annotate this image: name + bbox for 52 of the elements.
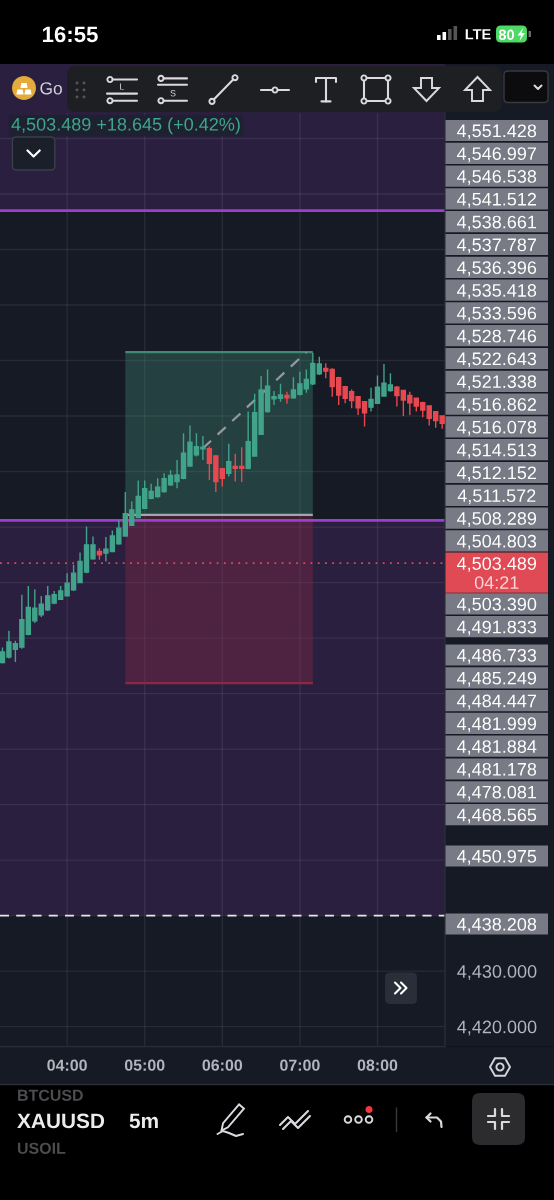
x-tick-label: 06:00 [202,1059,243,1071]
text: 4,541.512 [457,192,537,208]
text: 4,468.565 [457,808,537,824]
text: 4,551.428 [457,124,537,140]
text: 4,546.538 [457,170,537,185]
candlestick [323,362,329,380]
text: 4,511.572 [457,489,536,505]
text: 4,546.997 [457,147,537,163]
text: 4,481.999 [457,717,537,733]
text: 4,535.418 [457,284,537,299]
y-tick-label: 4,420.000 [457,1020,537,1036]
text: 4,514.513 [457,443,537,459]
text: 4,504.803 [457,534,537,550]
text: 5m [129,1113,158,1129]
text: 4,516.862 [457,398,537,413]
candlestick [226,443,232,478]
x-tick-label: 08:00 [357,1059,398,1071]
text: XAUUSD [17,1113,105,1129]
text: 80 [498,29,515,40]
text: 4,484.447 [457,694,537,710]
text: 4,508.289 [457,512,537,527]
text: 4,485.249 [457,671,537,687]
text: 4,528.746 [457,329,537,345]
text: BTCUSD [18,1089,83,1101]
candlestick [284,390,290,405]
text: 4,503.390 [457,597,537,613]
chart-subtitle: 4,503.489 +18.645 (+0.42%) [11,117,240,135]
text: 4,481.884 [457,740,537,756]
x-tick-label: 04:00 [47,1059,87,1071]
text: 4,521.338 [457,375,537,391]
x-tick-label: 05:00 [124,1059,165,1071]
text: 16:55 [42,26,98,43]
text: 4,512.152 [457,466,537,482]
text: 4,491.833 [457,620,537,636]
chart-title: Go [40,82,62,95]
text: 4,537.787 [457,238,537,254]
text: 4,516.078 [457,420,537,436]
text: 4,438.208 [457,917,537,933]
text: 4,450.975 [457,849,537,865]
candlestick [96,547,103,561]
text: 4,478.081 [457,785,537,801]
ref-line-label: 4,503.489 04:21 [457,557,537,589]
text: USOIL [17,1142,66,1154]
text: 4,533.596 [457,306,537,322]
text: LTE [465,29,491,40]
text: 4,486.733 [457,648,537,664]
text: 4,522.643 [457,352,537,368]
x-tick-label: 07:00 [280,1059,320,1071]
y-tick-label: 4,430.000 [457,965,537,980]
text: 4,536.396 [457,261,537,277]
text: 4,481.178 [457,762,537,778]
text: 4,538.661 [457,215,537,231]
